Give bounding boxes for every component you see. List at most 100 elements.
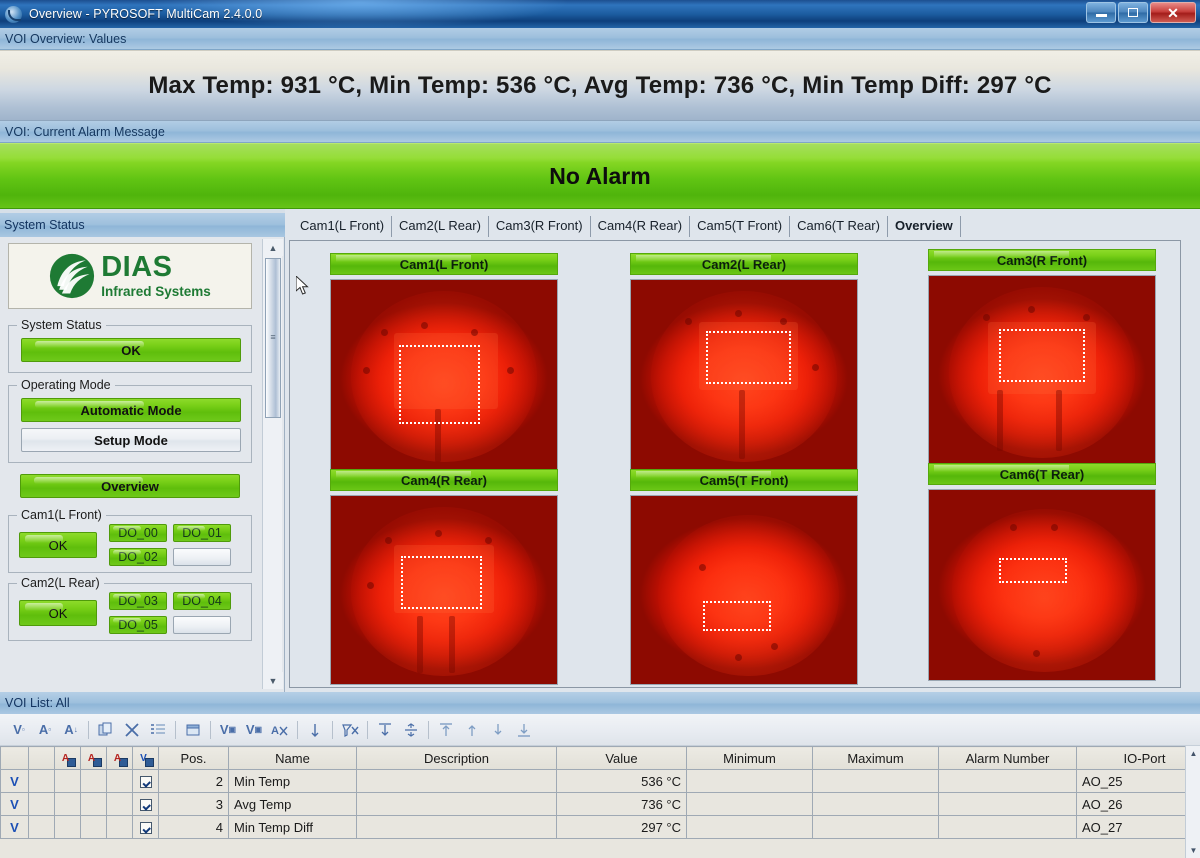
- voi-import-icon[interactable]: V ▣: [219, 722, 237, 737]
- sort-icon[interactable]: [302, 718, 328, 742]
- row-visible-checkbox[interactable]: [132, 792, 159, 816]
- tab-cam5[interactable]: Cam5(T Front): [690, 216, 791, 237]
- thermal-disc: [951, 509, 1137, 673]
- camera-cell-cam3[interactable]: Cam3(R Front): [928, 249, 1156, 467]
- sidebar-cam2-status[interactable]: OK: [19, 600, 97, 626]
- col-maximum[interactable]: Maximum: [812, 746, 939, 770]
- sidebar-cam2-do-04[interactable]: DO_04: [173, 592, 231, 610]
- scroll-up-icon[interactable]: ▲: [263, 239, 283, 256]
- camera-cell-cam1[interactable]: Cam1(L Front): [330, 253, 558, 471]
- clear-selection-icon[interactable]: [337, 718, 363, 742]
- col-blank[interactable]: [28, 746, 55, 770]
- col-sort-name[interactable]: A: [54, 746, 81, 770]
- sidebar-scrollbar[interactable]: ▲ ≡ ▼: [262, 239, 283, 689]
- voi-region-box[interactable]: [999, 558, 1067, 584]
- col-value[interactable]: Value: [556, 746, 687, 770]
- table-scroll-down-icon[interactable]: ▼: [1189, 846, 1198, 855]
- row-v-marker[interactable]: V: [0, 769, 29, 793]
- row-visible-checkbox[interactable]: [132, 815, 159, 839]
- tab-cam3[interactable]: Cam3(R Front): [489, 216, 591, 237]
- voi-region-box[interactable]: [705, 331, 792, 385]
- row-v-marker[interactable]: V: [0, 792, 29, 816]
- table-row[interactable]: V 3 Avg Temp 736 °C AO_26: [0, 792, 1200, 816]
- col-sort-value[interactable]: A: [106, 746, 133, 770]
- minimize-button[interactable]: [1086, 2, 1116, 23]
- col-minimum[interactable]: Minimum: [686, 746, 813, 770]
- camera-cell-cam4[interactable]: Cam4(R Rear): [330, 469, 558, 685]
- camera-cell-cam2[interactable]: Cam2(L Rear): [630, 253, 858, 471]
- voi-region-box[interactable]: [401, 556, 483, 609]
- table-scroll-up-icon[interactable]: ▲: [1189, 749, 1198, 758]
- tab-cam1[interactable]: Cam1(L Front): [293, 216, 393, 237]
- window-titlebar[interactable]: Overview - PYROSOFT MultiCam 2.4.0.0 ✕: [0, 0, 1200, 28]
- table-row[interactable]: V 4 Min Temp Diff 297 °C AO_27: [0, 815, 1200, 839]
- camera-image-cam5[interactable]: [630, 495, 858, 685]
- toolbar-separator: [332, 720, 333, 739]
- setup-mode-button[interactable]: Setup Mode: [21, 428, 241, 452]
- row-alarm-number: [938, 769, 1077, 793]
- sidebar-cam2-do-03[interactable]: DO_03: [109, 592, 167, 610]
- sidebar-cam1-do-empty[interactable]: [173, 548, 231, 566]
- voi-table[interactable]: A A A V Pos. Name Description Value M: [0, 746, 1200, 858]
- camera-image-cam1[interactable]: [330, 279, 558, 471]
- close-button[interactable]: ✕: [1150, 2, 1196, 23]
- rename-icon[interactable]: A: [267, 718, 293, 742]
- edit-area-icon[interactable]: A ↓: [64, 722, 78, 737]
- list-properties-icon[interactable]: [145, 718, 171, 742]
- thermal-dot: [421, 321, 429, 329]
- voi-region-box[interactable]: [398, 344, 481, 425]
- table-scrollbar[interactable]: ▲ ▼: [1185, 746, 1200, 858]
- thermal-dot: [734, 653, 742, 661]
- tab-cam4[interactable]: Cam4(R Rear): [591, 216, 691, 237]
- move-up-icon[interactable]: [459, 718, 485, 742]
- sidebar-cam1-do-01[interactable]: DO_01: [173, 524, 231, 542]
- camera-image-cam2[interactable]: [630, 279, 858, 471]
- distribute-icon[interactable]: [398, 718, 424, 742]
- col-sort-desc[interactable]: A: [80, 746, 107, 770]
- sidebar-cam1-status[interactable]: OK: [19, 532, 97, 558]
- new-window-icon[interactable]: [180, 718, 206, 742]
- camera-image-cam4[interactable]: [330, 495, 558, 685]
- overview-button[interactable]: Overview: [20, 474, 240, 498]
- row-visible-checkbox[interactable]: [132, 769, 159, 793]
- col-io-port[interactable]: IO-Port: [1076, 746, 1200, 770]
- move-down-icon[interactable]: [485, 718, 511, 742]
- align-vertical-icon[interactable]: [372, 718, 398, 742]
- copy-icon[interactable]: [93, 718, 119, 742]
- row-maximum: [812, 815, 939, 839]
- voi-region-box[interactable]: [703, 601, 772, 632]
- col-v[interactable]: [0, 746, 29, 770]
- move-top-icon[interactable]: [433, 718, 459, 742]
- delete-icon[interactable]: [119, 718, 145, 742]
- col-description[interactable]: Description: [356, 746, 557, 770]
- thermal-dot: [811, 363, 819, 371]
- voi-export-icon[interactable]: V ▣: [245, 722, 263, 737]
- sidebar-cam2-do-empty[interactable]: [173, 616, 231, 634]
- col-pos[interactable]: Pos.: [158, 746, 229, 770]
- system-status-ok-button[interactable]: OK: [21, 338, 241, 362]
- voi-region-box[interactable]: [999, 329, 1085, 383]
- col-name[interactable]: Name: [228, 746, 357, 770]
- tab-cam6[interactable]: Cam6(T Rear): [790, 216, 888, 237]
- new-area-icon[interactable]: A ▫: [38, 722, 52, 737]
- col-visible[interactable]: V: [132, 746, 159, 770]
- row-v-marker[interactable]: V: [0, 815, 29, 839]
- col-alarm-number[interactable]: Alarm Number: [938, 746, 1077, 770]
- tab-cam2[interactable]: Cam2(L Rear): [392, 216, 489, 237]
- sidebar-cam2-do-05[interactable]: DO_05: [109, 616, 167, 634]
- move-bottom-icon[interactable]: [511, 718, 537, 742]
- thermal-bar: [739, 390, 746, 459]
- automatic-mode-button[interactable]: Automatic Mode: [21, 398, 241, 422]
- new-voi-icon[interactable]: V ▫: [13, 722, 25, 737]
- camera-image-cam6[interactable]: [928, 489, 1156, 681]
- scroll-down-icon[interactable]: ▼: [263, 672, 283, 689]
- camera-image-cam3[interactable]: [928, 275, 1156, 467]
- camera-cell-cam6[interactable]: Cam6(T Rear): [928, 463, 1156, 681]
- maximize-button[interactable]: [1118, 2, 1148, 23]
- sidebar-cam1-do-00[interactable]: DO_00: [109, 524, 167, 542]
- sidebar-cam1-do-02[interactable]: DO_02: [109, 548, 167, 566]
- tab-overview[interactable]: Overview: [888, 216, 961, 237]
- scrollbar-thumb[interactable]: ≡: [265, 258, 281, 418]
- camera-cell-cam5[interactable]: Cam5(T Front): [630, 469, 858, 685]
- table-row[interactable]: V 2 Min Temp 536 °C AO_25: [0, 769, 1200, 793]
